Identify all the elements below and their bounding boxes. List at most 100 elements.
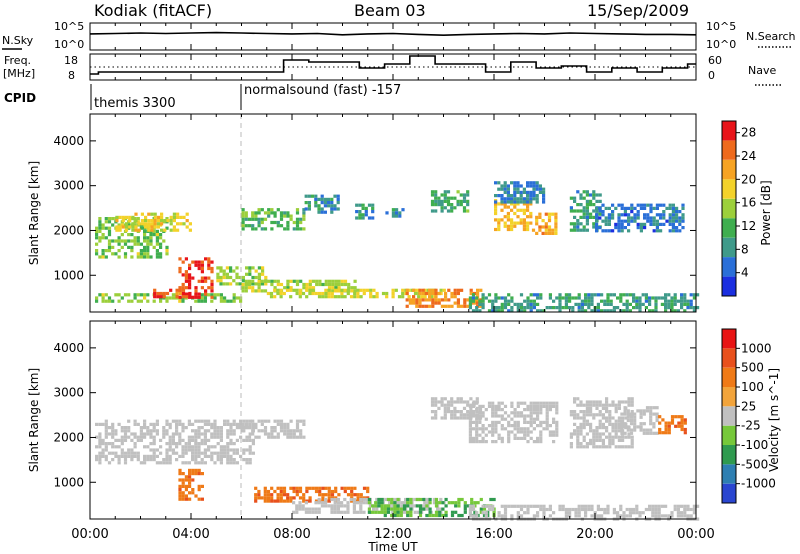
heatmap-cell bbox=[545, 424, 549, 428]
heatmap-cell bbox=[497, 404, 501, 408]
heatmap-cell bbox=[401, 208, 405, 212]
heatmap-cell bbox=[136, 220, 140, 224]
heatmap-cell bbox=[273, 489, 277, 494]
heatmap-cell bbox=[491, 411, 495, 415]
heatmap-cell bbox=[484, 440, 488, 444]
heatmap-cell bbox=[595, 445, 599, 449]
heatmap-cell bbox=[513, 205, 517, 209]
heatmap-cell bbox=[503, 197, 507, 201]
heatmap-cell bbox=[98, 422, 102, 426]
velocity-y-label: Slant Range [km] bbox=[27, 368, 41, 472]
date-title: 15/Sep/2009 bbox=[587, 1, 689, 20]
heatmap-cell bbox=[589, 403, 593, 407]
heatmap-cell bbox=[289, 214, 293, 218]
heatmap-cell bbox=[468, 511, 472, 515]
heatmap-cell bbox=[494, 440, 498, 444]
heatmap-cell bbox=[152, 422, 156, 426]
heatmap-cell bbox=[244, 282, 248, 287]
heatmap-cell bbox=[273, 214, 277, 218]
heatmap-cell bbox=[232, 279, 236, 283]
heatmap-cell bbox=[334, 489, 338, 494]
noise-left-tick-bottom: 10^0 bbox=[54, 38, 84, 51]
heatmap-cell bbox=[574, 296, 578, 300]
heatmap-cell bbox=[554, 231, 558, 235]
heatmap-cell bbox=[153, 288, 157, 292]
heatmap-cell bbox=[330, 489, 335, 494]
heatmap-cell bbox=[181, 429, 185, 433]
heatmap-cell bbox=[510, 401, 514, 405]
heatmap-cell bbox=[587, 504, 591, 508]
heatmap-cell bbox=[417, 295, 421, 299]
heatmap-cell bbox=[623, 431, 627, 435]
heatmap-cell bbox=[574, 514, 578, 518]
heatmap-cell bbox=[367, 501, 371, 505]
heatmap-cell bbox=[478, 404, 482, 408]
heatmap-cell bbox=[603, 511, 607, 515]
heatmap-cell bbox=[450, 209, 454, 213]
heatmap-cell bbox=[184, 292, 188, 296]
heatmap-cell bbox=[415, 304, 419, 308]
heatmap-cell bbox=[136, 236, 140, 240]
heatmap-cell bbox=[491, 433, 495, 437]
heatmap-cell bbox=[651, 514, 655, 518]
heatmap-cell bbox=[336, 207, 340, 211]
heatmap-cell bbox=[582, 212, 586, 216]
heatmap-cell bbox=[203, 296, 207, 300]
heatmap-cell bbox=[343, 489, 347, 494]
heatmap-cell bbox=[526, 440, 530, 444]
heatmap-cell bbox=[226, 454, 230, 458]
heatmap-cell bbox=[664, 309, 668, 313]
heatmap-cell bbox=[336, 501, 340, 505]
heatmap-cell bbox=[444, 295, 448, 299]
heatmap-cell bbox=[623, 213, 627, 217]
heatmap-cell bbox=[475, 417, 479, 421]
heatmap-cell bbox=[95, 242, 99, 246]
colorbar-tick-label: 16 bbox=[741, 196, 756, 210]
colorbar-swatch bbox=[722, 406, 736, 426]
heatmap-cell bbox=[219, 438, 223, 442]
heatmap-cell bbox=[257, 266, 261, 270]
heatmap-cell bbox=[644, 299, 648, 303]
cpid-label: CPID bbox=[4, 91, 36, 105]
heatmap-cell bbox=[450, 510, 455, 514]
colorbar-tick-label: 25 bbox=[741, 399, 756, 413]
heatmap-cell bbox=[244, 224, 248, 228]
heatmap-cell bbox=[604, 216, 608, 220]
heatmap-cell bbox=[545, 417, 549, 421]
heatmap-cell bbox=[539, 436, 543, 440]
heatmap-cell bbox=[184, 448, 188, 452]
heatmap-cell bbox=[636, 203, 640, 207]
heatmap-cell bbox=[576, 435, 580, 439]
heatmap-cell bbox=[471, 296, 476, 300]
heatmap-cell bbox=[374, 501, 378, 505]
heatmap-cell bbox=[184, 488, 188, 492]
heatmap-cell bbox=[633, 425, 637, 429]
heatmap-cell bbox=[386, 507, 391, 511]
heatmap-cell bbox=[434, 410, 438, 414]
heatmap-cell bbox=[434, 288, 438, 292]
heatmap-cell bbox=[611, 400, 615, 404]
colorbar-swatch bbox=[722, 198, 736, 219]
heatmap-cell bbox=[529, 436, 533, 440]
heatmap-cell bbox=[350, 286, 354, 290]
heatmap-cell bbox=[576, 222, 580, 226]
heatmap-cell bbox=[367, 507, 371, 511]
heatmap-cell bbox=[614, 222, 618, 226]
heatmap-cell bbox=[153, 215, 157, 219]
y-tick-label: 4000 bbox=[53, 134, 84, 148]
heatmap-cell bbox=[544, 225, 548, 229]
heatmap-cell bbox=[178, 295, 182, 299]
heatmap-cell bbox=[428, 295, 432, 299]
heatmap-cell bbox=[614, 432, 618, 436]
heatmap-cell bbox=[494, 218, 498, 222]
heatmap-cell bbox=[462, 406, 467, 410]
heatmap-cell bbox=[213, 451, 217, 455]
heatmap-cell bbox=[649, 418, 653, 423]
heatmap-cell bbox=[526, 194, 530, 198]
heatmap-cell bbox=[620, 222, 624, 226]
heatmap-cell bbox=[535, 184, 539, 188]
heatmap-cell bbox=[165, 442, 169, 446]
heatmap-cell bbox=[443, 413, 447, 417]
heatmap-cell bbox=[279, 499, 283, 503]
heatmap-cell bbox=[616, 306, 620, 310]
